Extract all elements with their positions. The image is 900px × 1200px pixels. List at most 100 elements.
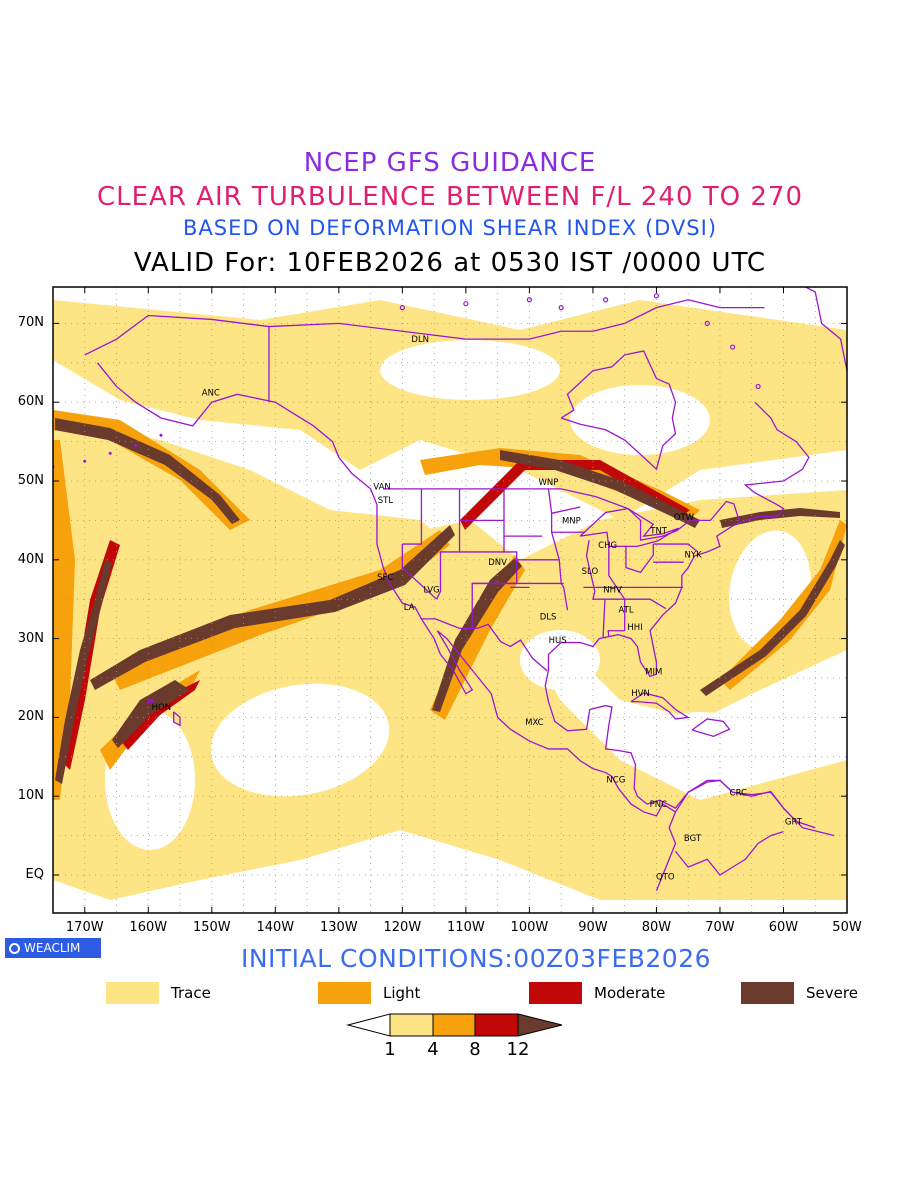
legend-severe: Severe [741,982,858,1004]
arctic-island [603,297,609,303]
longitude-label: 90W [578,920,608,935]
aleutian-island [108,451,112,455]
station-label: SFC [377,573,393,583]
station-label: LA [404,603,415,613]
arctic-island [526,297,533,303]
arctic-island [558,305,564,311]
light-band [430,555,525,720]
clear-area [645,712,755,768]
legend-swatch [318,982,371,1004]
us-mexico-border [421,618,548,672]
station-label: QTO [656,873,675,883]
station-layer: DLN ANC VAN STL WNP MNP OTW TNT CHG NYK DNV SFC LVG S… [152,335,803,882]
index-description: BASED ON DEFORMATION SHEAR INDEX (DVSI) [182,216,718,240]
valid-time: VALID For: 10FEB2026 at 0530 IST /0000 U… [133,248,767,278]
legend-light: Light [318,982,420,1004]
logo-ring-icon [9,942,20,954]
hudson-bay [560,350,677,471]
station-label: BGT [684,834,702,844]
colorbar-max-arrow [517,1013,563,1037]
arctic-island [704,320,710,326]
colorbar-tick-label: 1 [384,1039,396,1060]
colorbar-tick-label: 4 [427,1039,439,1060]
legend-trace: Trace [106,982,211,1004]
aleutian-island [83,459,87,463]
station-label: ANC [202,389,220,399]
light-band [53,440,75,800]
latitude-label: 20N [17,709,44,725]
arctic-island [399,305,405,311]
arctic-coast [84,299,765,356]
state-boundary [551,506,581,514]
severe-jet [700,540,845,696]
south-america-interior-border [674,831,784,876]
legend-label: Light [383,984,421,1002]
state-boundary [471,488,518,629]
moderate-band [460,460,690,530]
trace-area [380,490,847,720]
severe-jet [500,450,700,528]
station-label: DLS [540,613,557,623]
latitude-label: 60N [17,394,44,410]
weaclim-logo: WEACLIM [5,938,101,958]
latitude-label: EQ [25,867,44,882]
station-label: SLO [582,567,599,577]
colorbar-segment [474,1013,519,1037]
severe-jet [55,560,112,784]
colorbar-segment [389,1013,434,1037]
state-boundary [625,544,654,574]
kauai [147,699,154,704]
station-label: GRT [785,817,803,827]
aleutian-island [159,433,163,437]
trace-area [53,300,847,520]
legend-label: Moderate [594,984,666,1002]
station-label: ATL [618,605,633,615]
station-label: CRC [730,788,747,798]
legend-swatch [529,982,582,1004]
station-label: CHG [598,541,617,551]
longitude-label: 80W [641,920,672,935]
aleutian-island [134,444,138,448]
station-label: LVG [423,586,439,596]
pacific-coast [96,362,677,892]
latitude-label: 70N [17,315,44,331]
station-label: NYK [685,550,703,560]
state-boundary [402,488,423,545]
arctic-island [755,383,761,390]
arctic-island [730,344,736,350]
state-boundary [585,539,606,638]
axis-ticks [53,287,848,913]
us-canada-border [383,488,740,541]
longitude-label: 130W [319,920,358,935]
severe-jet [55,418,240,524]
station-label: WNP [538,478,558,488]
station-label: MNP [562,516,581,526]
longitude-label: 110W [447,920,485,935]
clear-area [210,683,390,797]
longitude-label: 120W [383,920,422,935]
latitude-label: 10N [17,788,44,804]
station-label: DLN [411,335,429,345]
light-band [53,410,250,530]
product-subtitle: CLEAR AIR TURBULENCE BETWEEN F/L 240 TO … [96,182,804,212]
great-lakes [579,507,680,548]
station-label: PNC [650,800,667,810]
latitude-label: 30N [17,630,44,646]
longitude-label: 150W [192,920,231,935]
colorbar-tick-label: 8 [469,1039,481,1060]
product-title: NCEP GFS GUIDANCE [303,148,597,178]
severe-jet [432,558,522,712]
legend-label: Severe [806,984,858,1002]
longitude-label: 170W [65,920,104,935]
station-label: OTW [674,513,695,523]
coastline-layer [53,287,847,892]
colorbar-min-arrow [346,1013,391,1037]
logo-text: WEACLIM [24,941,81,955]
longitude-label: 140W [256,920,295,935]
moderate-band [120,680,200,750]
state-boundary [401,544,438,600]
state-boundary [607,630,625,637]
longitude-label: 100W [510,920,549,935]
station-label: HVN [631,689,650,699]
